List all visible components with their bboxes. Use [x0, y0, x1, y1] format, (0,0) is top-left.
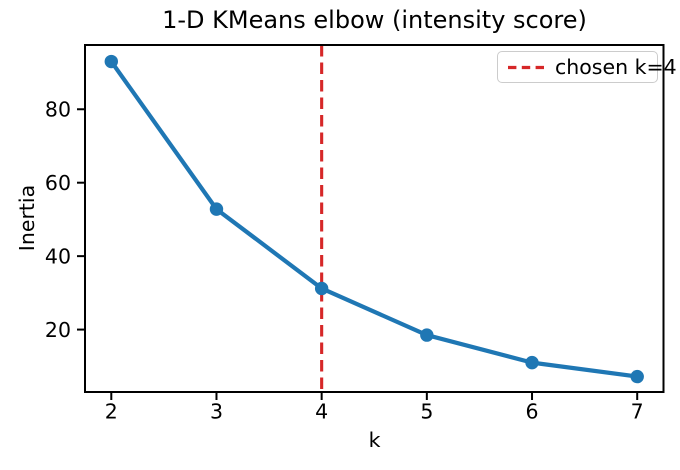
legend-label: chosen k=4 — [555, 55, 677, 79]
legend: chosen k=4 — [497, 51, 677, 83]
data-point-k3 — [209, 202, 224, 216]
data-point-k2 — [104, 54, 118, 69]
data-point-k5 — [420, 328, 434, 342]
y-tick-label: 60 — [45, 171, 71, 195]
y-tick-label: 20 — [45, 318, 71, 342]
inertia-line — [109, 60, 638, 379]
y-tick-label: 40 — [45, 244, 71, 268]
x-tick-label: 7 — [631, 400, 644, 424]
legend-dashed-line-icon — [508, 65, 546, 69]
data-point-k7 — [630, 369, 644, 384]
x-tick-label: 4 — [315, 400, 328, 424]
y-axis-label: Inertia — [15, 184, 39, 252]
x-tick-label: 3 — [210, 400, 223, 424]
chart-title: 1-D KMeans elbow (intensity score) — [162, 6, 587, 34]
data-point-k6 — [525, 355, 539, 370]
y-tick-label: 80 — [45, 98, 71, 122]
data-point-k4 — [314, 281, 329, 296]
x-tick-label: 6 — [525, 400, 538, 424]
axes-spines — [84, 44, 665, 393]
x-axis-label: k — [368, 428, 381, 452]
x-tick-label: 2 — [105, 400, 118, 424]
x-tick-label: 5 — [420, 400, 433, 424]
